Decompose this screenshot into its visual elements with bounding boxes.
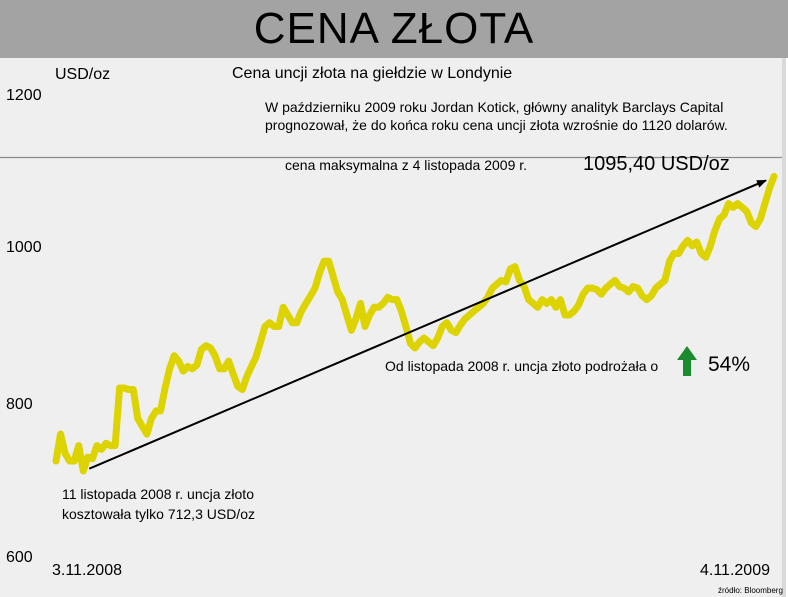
y-tick-800: 800: [6, 396, 33, 413]
y-axis-label: USD/oz: [55, 66, 111, 83]
y-tick-600: 600: [6, 549, 33, 566]
price-rise-percent: 54%: [708, 353, 751, 376]
page-title: CENA ZŁOTA: [253, 4, 535, 53]
y-tick-1000: 1000: [6, 239, 42, 256]
start-price-note: 11 listopada 2008 r. uncja złoto kosztow…: [62, 486, 255, 522]
x-start-label: 3.11.2008: [52, 562, 122, 579]
chart-subtitle: Cena uncji złota na giełdzie w Londynie: [232, 65, 513, 82]
arrow-up-icon: [677, 346, 697, 376]
gold-price-series-line: [52, 172, 778, 475]
y-tick-1200: 1200: [6, 87, 42, 104]
title-bar: [0, 0, 788, 58]
chart-panel: [0, 58, 786, 597]
price-rise-label: Od listopada 2008 r. uncja złoto podroża…: [385, 358, 659, 374]
trend-arrow: [88, 179, 767, 470]
forecast-note: W październiku 2009 roku Jordan Kotick, …: [265, 99, 728, 133]
max-price-value: 1095,40 USD/oz: [583, 153, 730, 175]
source-label: źródło: Bloomberg: [718, 586, 783, 595]
x-end-label: 4.11.2009: [700, 562, 770, 579]
max-price-label: cena maksymalna z 4 listopada 2009 r.: [285, 157, 528, 173]
